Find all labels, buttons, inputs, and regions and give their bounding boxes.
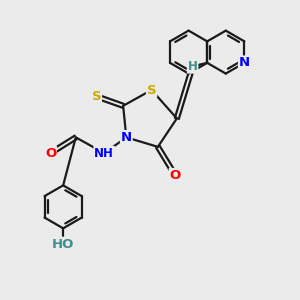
Text: O: O <box>169 169 181 182</box>
Text: NH: NH <box>94 147 114 160</box>
Text: HO: HO <box>52 238 74 250</box>
Text: O: O <box>45 147 56 160</box>
Text: S: S <box>92 90 101 103</box>
Text: N: N <box>239 56 250 69</box>
Text: N: N <box>121 131 132 144</box>
Text: H: H <box>188 60 198 73</box>
Text: S: S <box>147 83 156 97</box>
